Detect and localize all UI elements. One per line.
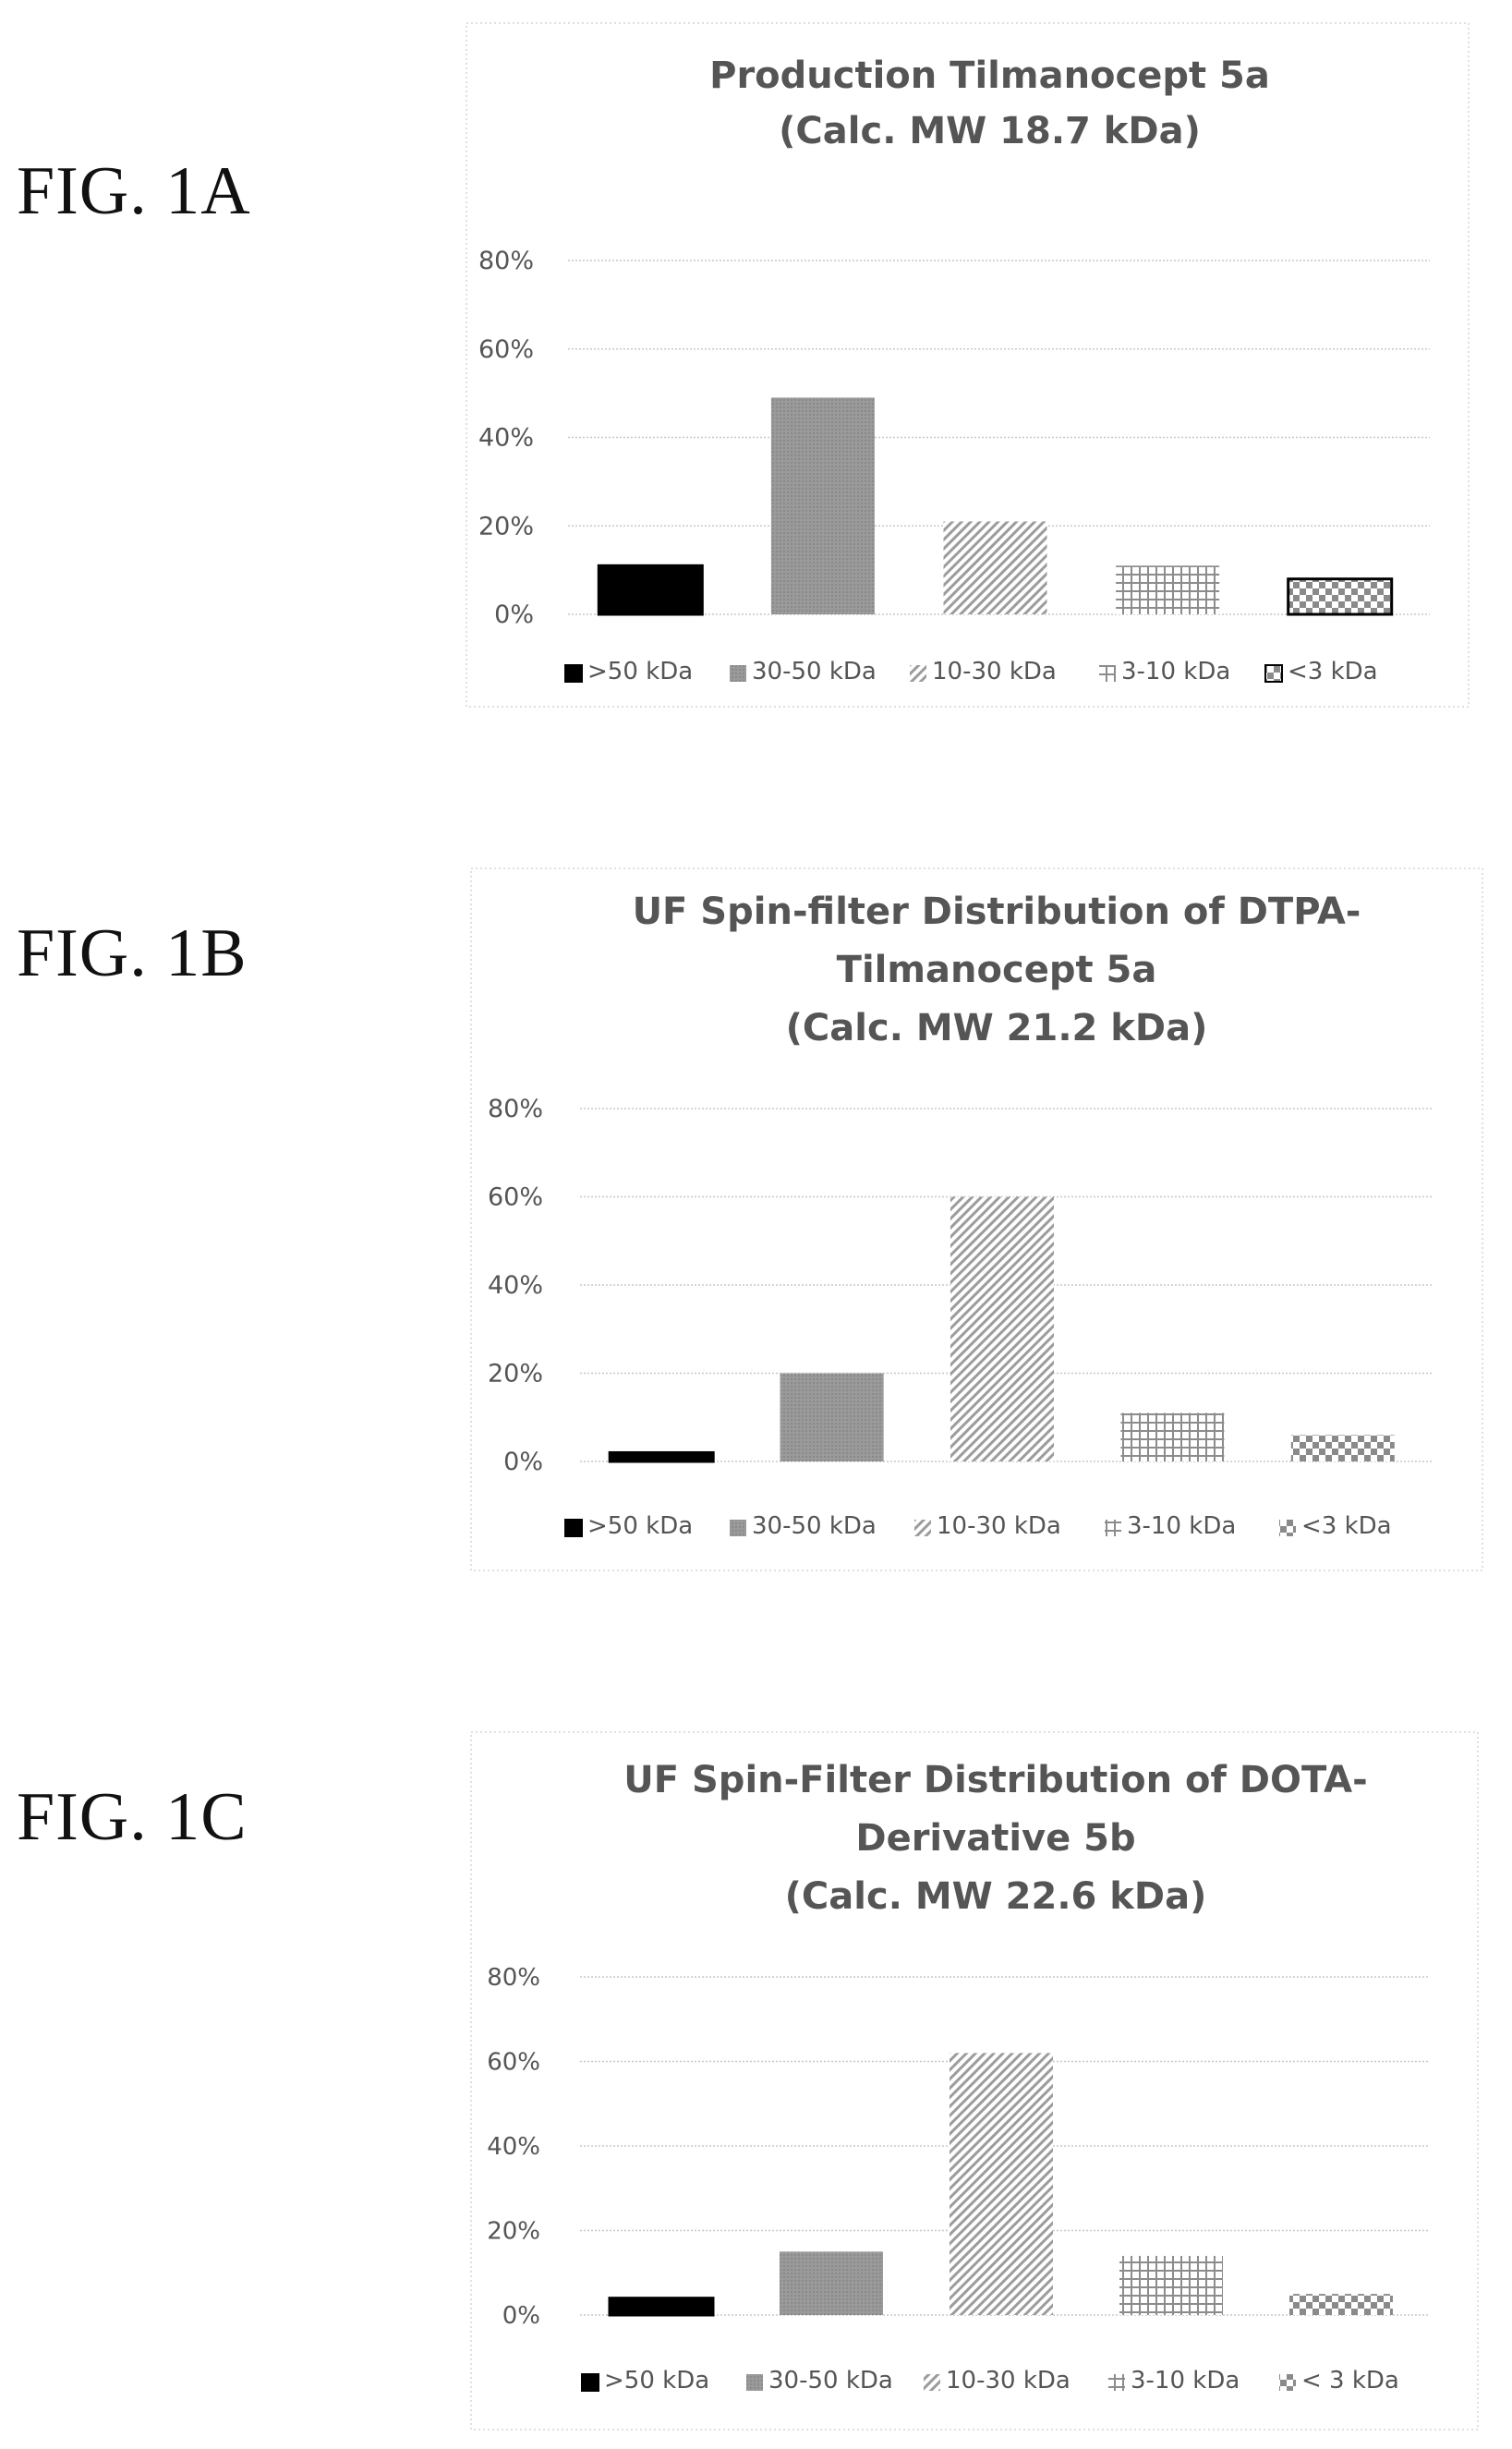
legend-label: >50 kDa bbox=[587, 658, 693, 685]
legend-label: 3-10 kDa bbox=[1121, 658, 1230, 685]
figure-label-1b: FIG. 1B bbox=[17, 915, 248, 991]
legend-label: >50 kDa bbox=[587, 1512, 693, 1540]
legend-swatch bbox=[1108, 2374, 1125, 2391]
chart-frame bbox=[470, 867, 1483, 1571]
chart-title-line: UF Spin-filter Distribution of DTPA- bbox=[633, 891, 1361, 933]
chart-title-line: Production Tilmanocept 5a bbox=[709, 55, 1270, 97]
bar-1 bbox=[608, 2297, 715, 2317]
chart-2: UF Spin-filter Distribution of DTPA- Tilm… bbox=[470, 867, 1483, 1571]
legend-label: <3 kDa bbox=[1288, 658, 1378, 685]
legend-swatch bbox=[746, 2374, 763, 2391]
chart-3: UF Spin-Filter Distribution of DOTA- Deri… bbox=[470, 1731, 1479, 2431]
y-tick-label: 60% bbox=[487, 2049, 540, 2077]
y-tick-label: 20% bbox=[487, 2218, 540, 2246]
bar-2 bbox=[770, 397, 875, 614]
legend-label: < 3 kDa bbox=[1301, 2367, 1399, 2394]
chart-title-line: (Calc. MW 18.7 kDa) bbox=[779, 110, 1201, 152]
chart-title-line: (Calc. MW 22.6 kDa) bbox=[785, 1875, 1207, 1918]
chart-frame bbox=[470, 1731, 1479, 2431]
bar-3 bbox=[943, 521, 1047, 614]
legend-swatch bbox=[1105, 1520, 1121, 1536]
y-tick-label: 0% bbox=[502, 2302, 540, 2330]
legend-swatch bbox=[1264, 664, 1283, 683]
legend-swatch bbox=[910, 665, 926, 682]
bar-2 bbox=[780, 2251, 883, 2315]
chart-title-line: (Calc. MW 21.2 kDa) bbox=[786, 1007, 1208, 1049]
bar-4 bbox=[1119, 2255, 1223, 2315]
legend-label: <3 kDa bbox=[1301, 1512, 1392, 1540]
legend-label: 10-30 kDa bbox=[932, 658, 1057, 685]
legend-swatch bbox=[564, 1519, 583, 1537]
legend-swatch bbox=[924, 2374, 940, 2391]
legend-label: 30-50 kDa bbox=[752, 658, 877, 685]
legend-swatch bbox=[914, 1520, 931, 1536]
y-tick-label: 80% bbox=[488, 1095, 543, 1123]
y-tick-label: 20% bbox=[488, 1360, 543, 1388]
bar-4 bbox=[1116, 565, 1220, 614]
chart-title-line: UF Spin-Filter Distribution of DOTA- bbox=[623, 1759, 1367, 1801]
y-tick-label: 40% bbox=[478, 424, 534, 453]
legend-swatch bbox=[564, 664, 583, 683]
legend-label: 3-10 kDa bbox=[1127, 1512, 1236, 1540]
legend-swatch bbox=[581, 2373, 599, 2392]
figure-label-1c: FIG. 1C bbox=[17, 1779, 248, 1855]
legend-label: 30-50 kDa bbox=[752, 1512, 877, 1540]
y-tick-label: 0% bbox=[503, 1448, 543, 1476]
y-tick-label: 60% bbox=[478, 335, 534, 364]
legend-label: 10-30 kDa bbox=[937, 1512, 1061, 1540]
legend-swatch bbox=[730, 665, 746, 682]
legend-swatch bbox=[1279, 1520, 1296, 1536]
bar-1 bbox=[608, 1450, 715, 1463]
legend-label: 10-30 kDa bbox=[946, 2367, 1070, 2394]
legend-label: 3-10 kDa bbox=[1131, 2367, 1240, 2394]
y-tick-label: 20% bbox=[478, 512, 534, 540]
legend-label: 30-50 kDa bbox=[768, 2367, 893, 2394]
y-tick-label: 80% bbox=[478, 247, 534, 275]
bar-2 bbox=[780, 1373, 884, 1461]
chart-frame bbox=[466, 22, 1470, 708]
legend-swatch bbox=[1279, 2374, 1296, 2391]
chart-title-line: Tilmanocept 5a bbox=[837, 949, 1157, 991]
bar-3 bbox=[950, 2053, 1053, 2315]
y-tick-label: 80% bbox=[487, 1964, 540, 1992]
bar-5 bbox=[1290, 1435, 1395, 1461]
bar-5 bbox=[1289, 2294, 1393, 2315]
chart-title-line: Derivative 5b bbox=[855, 1817, 1135, 1860]
y-tick-label: 40% bbox=[487, 2133, 540, 2161]
figure-label-1a: FIG. 1A bbox=[17, 153, 251, 229]
y-tick-label: 40% bbox=[488, 1271, 543, 1300]
legend-swatch bbox=[1099, 665, 1116, 682]
chart-1: Production Tilmanocept 5a (Calc. MW 18.7 … bbox=[466, 22, 1470, 708]
bar-1 bbox=[597, 564, 704, 616]
bar-5 bbox=[1287, 577, 1394, 616]
legend-swatch bbox=[730, 1520, 746, 1536]
bar-3 bbox=[950, 1196, 1054, 1461]
legend-label: >50 kDa bbox=[604, 2367, 709, 2394]
bar-4 bbox=[1120, 1412, 1225, 1461]
y-tick-label: 0% bbox=[494, 600, 534, 629]
y-tick-label: 60% bbox=[488, 1183, 543, 1212]
